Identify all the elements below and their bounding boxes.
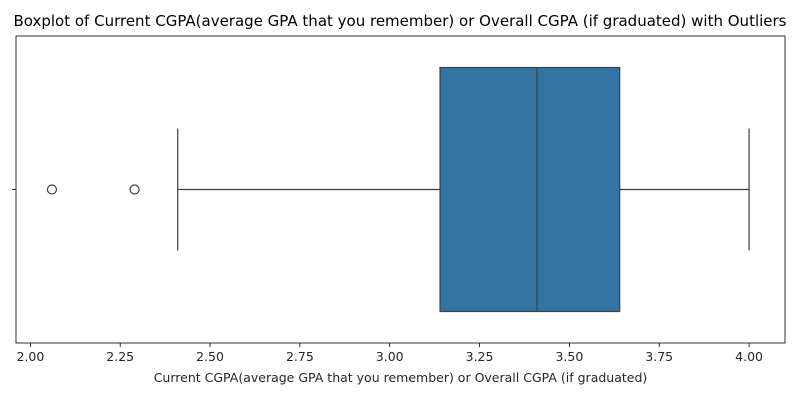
outlier-point [46, 184, 58, 195]
chart-title: Boxplot of Current CGPA(average GPA that… [13, 12, 786, 30]
x-axis-ticks: 2.00 2.25 2.50 2.75 3.00 3.25 3.50 3.75 4.00 [16, 343, 763, 364]
x-axis-label: Current CGPA(average GPA that you rememb… [154, 370, 648, 385]
x-tick-label: 2.75 [286, 349, 314, 364]
x-tick-label: 3.00 [376, 349, 404, 364]
x-tick-label: 2.00 [16, 349, 44, 364]
x-tick-label: 3.25 [466, 349, 494, 364]
box-group [177, 66, 750, 313]
x-tick-label: 4.00 [735, 349, 763, 364]
x-tick-label: 2.25 [106, 349, 134, 364]
x-tick-label: 3.75 [645, 349, 673, 364]
x-tick-label: 2.50 [196, 349, 224, 364]
outlier-point [129, 184, 140, 195]
x-tick-label: 3.50 [555, 349, 583, 364]
outlier-group [46, 184, 140, 195]
iqr-box [439, 66, 621, 313]
